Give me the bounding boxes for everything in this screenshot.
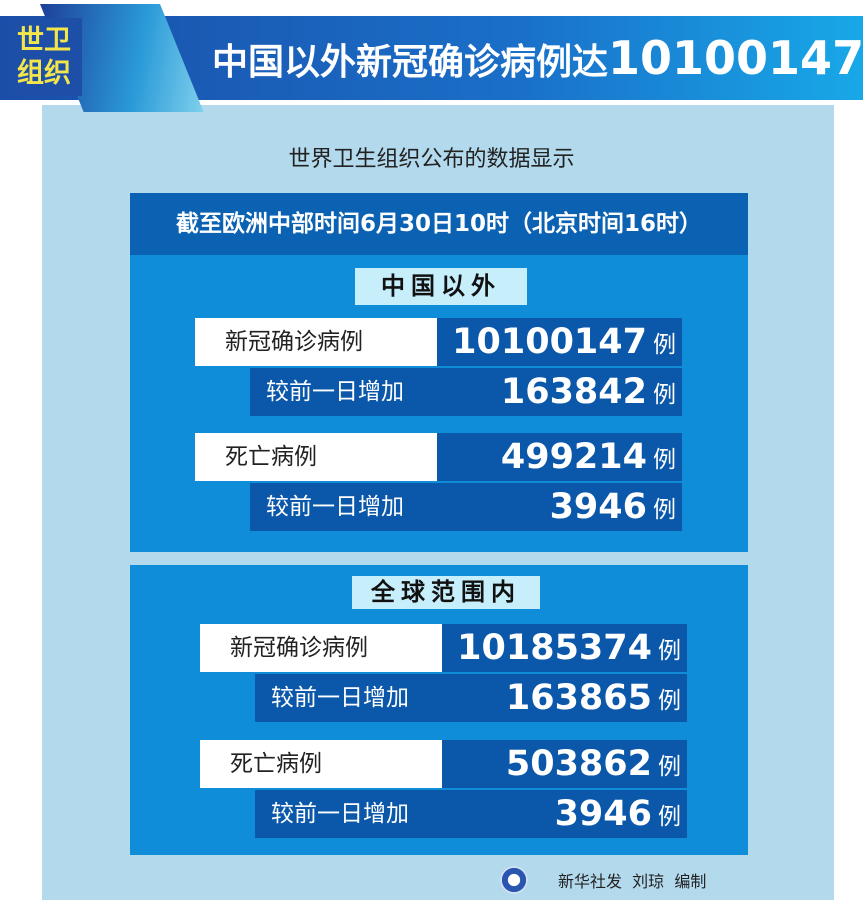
increase-number: 163842 — [500, 372, 647, 412]
stat-unit: 例 — [653, 447, 676, 473]
stat-number: 503862 — [505, 744, 652, 784]
increase-label: 较前一日增加 — [271, 801, 409, 827]
stat-number: 499214 — [500, 437, 647, 477]
stat-unit: 例 — [653, 332, 676, 358]
stat-unit: 例 — [658, 754, 681, 780]
increase-number: 163865 — [505, 678, 652, 718]
section-tag: 中国以外 — [355, 268, 527, 305]
stat-value: 10185374 例 — [442, 624, 687, 672]
who-badge: 世卫 组织 — [6, 18, 82, 96]
credit-text: 新华社发 刘琼 编制 — [558, 872, 707, 891]
increase-label: 较前一日增加 — [266, 494, 404, 520]
stat-value: 10100147 例 — [437, 318, 682, 366]
increase-number: 3946 — [549, 487, 647, 527]
increase-value: 163865 例 — [442, 674, 687, 722]
stat-value: 499214 例 — [437, 433, 682, 481]
subtitle: 世界卫生组织公布的数据显示 — [288, 147, 575, 172]
stat-label: 死亡病例 — [200, 740, 442, 788]
title-text: 中国以外新冠确诊病例达 — [212, 42, 609, 83]
badge-line: 世卫 — [17, 25, 71, 56]
stat-value: 503862 例 — [442, 740, 687, 788]
increase-row: 较前一日增加 — [255, 674, 687, 722]
xinhua-logo-icon — [500, 866, 528, 894]
date-bar: 截至欧洲中部时间6月30日10时（北京时间16时） — [130, 193, 748, 255]
section-tag: 全球范围内 — [352, 576, 540, 609]
increase-unit: 例 — [653, 497, 676, 523]
increase-value: 3946 例 — [442, 790, 687, 838]
stat-number: 10100147 — [452, 322, 647, 362]
stat-label: 新冠确诊病例 — [195, 318, 437, 366]
increase-number: 3946 — [554, 794, 652, 834]
increase-label: 较前一日增加 — [271, 685, 409, 711]
stat-number: 10185374 — [457, 628, 652, 668]
page-title: 中国以外新冠确诊病例达10100147例 — [212, 30, 863, 91]
stat-label: 死亡病例 — [195, 433, 437, 481]
increase-unit: 例 — [653, 382, 676, 408]
increase-row: 较前一日增加 — [255, 790, 687, 838]
stat-label: 新冠确诊病例 — [200, 624, 442, 672]
badge-line: 组织 — [17, 58, 71, 89]
footer: 新华社发 刘琼 编制 — [500, 860, 706, 900]
increase-unit: 例 — [658, 688, 681, 714]
stat-unit: 例 — [658, 638, 681, 664]
increase-row: 较前一日增加 — [250, 483, 682, 531]
title-number: 10100147 — [608, 31, 863, 85]
increase-label: 较前一日增加 — [266, 379, 404, 405]
increase-row: 较前一日增加 — [250, 368, 682, 416]
increase-value: 3946 例 — [437, 483, 682, 531]
increase-value: 163842 例 — [437, 368, 682, 416]
increase-unit: 例 — [658, 804, 681, 830]
